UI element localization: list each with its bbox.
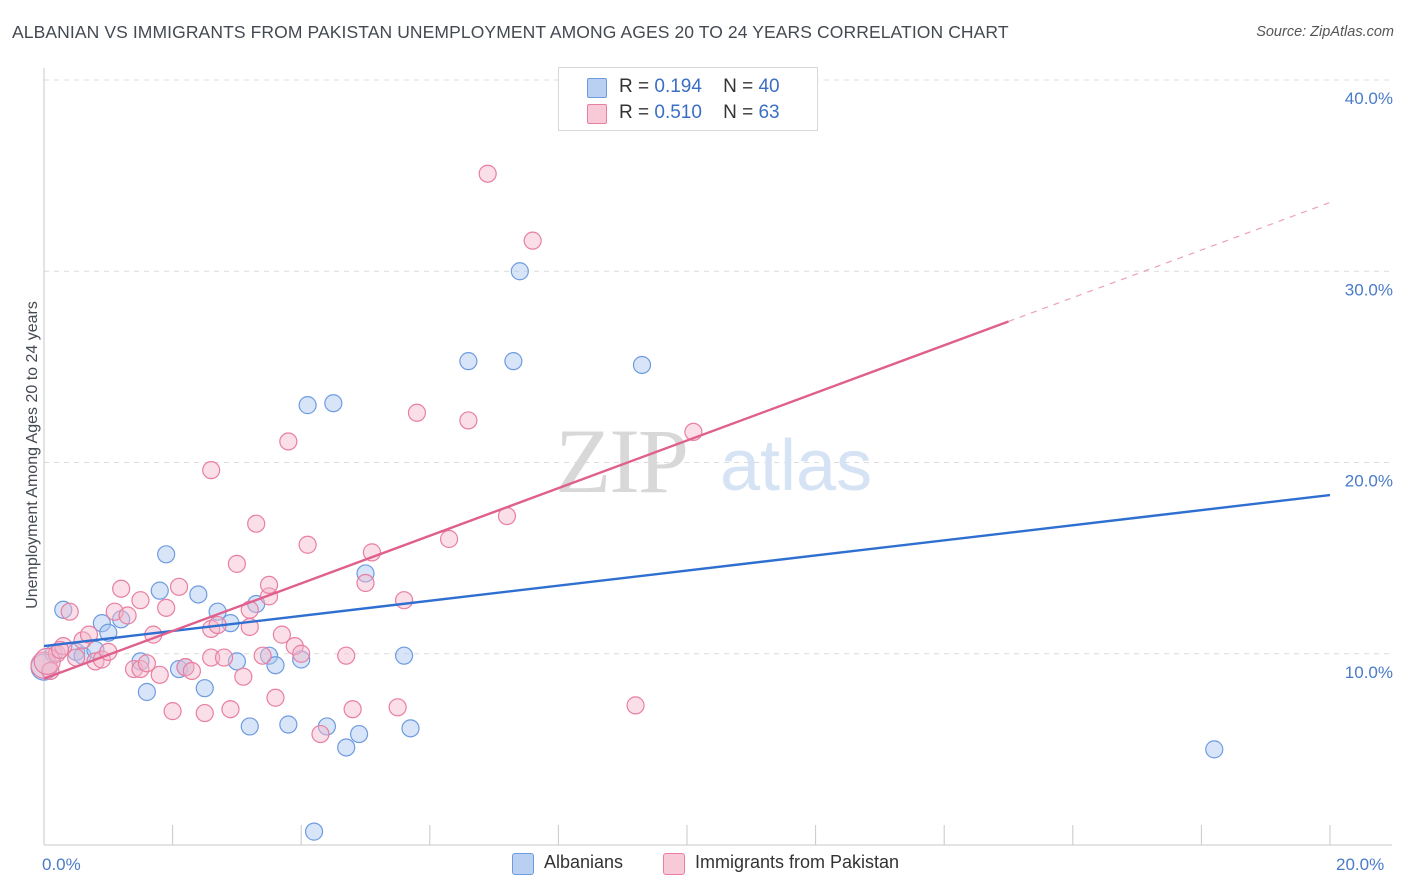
point-pakistan — [214, 648, 234, 667]
point-pakistan — [169, 577, 189, 596]
point-albanians — [298, 396, 317, 415]
point-albanians — [504, 352, 523, 371]
point-pakistan — [626, 696, 645, 715]
point-pakistan — [227, 554, 246, 573]
legend-r-value: 0.194 — [654, 76, 702, 97]
bottom-legend-swatch-albanians — [512, 853, 534, 875]
point-albanians — [394, 646, 414, 665]
point-pakistan — [150, 665, 169, 684]
point-albanians — [195, 679, 214, 698]
trend-line-pakistan-extension — [1008, 201, 1331, 323]
point-pakistan — [195, 703, 214, 723]
point-albanians — [150, 581, 169, 600]
point-albanians — [356, 564, 375, 583]
watermark-zip: ZIP — [555, 410, 687, 512]
point-pakistan — [439, 529, 459, 549]
chart-source: Source: ZipAtlas.com — [1256, 24, 1394, 40]
axes — [43, 68, 1392, 846]
point-albanians — [324, 394, 343, 413]
point-albanians — [279, 715, 298, 734]
point-pakistan — [118, 606, 137, 625]
point-pakistan — [202, 461, 221, 480]
legend-n-label: N = — [723, 76, 754, 97]
point-pakistan — [292, 644, 311, 663]
point-pakistan — [253, 646, 272, 665]
point-albanians — [459, 352, 478, 371]
point-albanians — [189, 585, 208, 604]
point-pakistan — [272, 625, 292, 644]
y-axis-label: Unemployment Among Ages 20 to 24 years — [24, 301, 41, 609]
point-pakistan — [221, 700, 240, 719]
point-albanians — [157, 545, 176, 564]
trend-line-albanians — [43, 493, 1331, 648]
point-albanians — [92, 614, 111, 633]
point-albanians — [54, 600, 73, 619]
point-pakistan — [79, 625, 99, 644]
point-albanians — [137, 682, 156, 702]
point-pakistan — [131, 591, 150, 610]
trend-line-pakistan — [43, 320, 1009, 680]
point-pakistan — [112, 579, 131, 598]
legend-n-value: 63 — [758, 102, 780, 123]
legend-r-label: R = — [619, 76, 650, 97]
point-pakistan — [298, 535, 317, 554]
point-albanians — [1205, 740, 1224, 759]
x-tick-min: 0.0% — [42, 855, 81, 874]
point-pakistan — [182, 661, 201, 681]
point-pakistan — [266, 688, 285, 707]
point-albanians — [401, 719, 420, 738]
point-albanians — [259, 646, 279, 665]
legend-n-label: N = — [723, 102, 754, 123]
point-albanians — [266, 656, 285, 675]
point-pakistan — [478, 164, 497, 183]
point-albanians — [304, 822, 324, 841]
y-tick-labels: 10.0% 20.0% 30.0% 40.0% — [1345, 89, 1393, 682]
point-pakistan — [163, 702, 182, 721]
y-tick-label-10: 10.0% — [1345, 663, 1393, 682]
point-pakistan — [343, 700, 362, 719]
chart-title: ALBANIAN VS IMMIGRANTS FROM PAKISTAN UNE… — [12, 22, 1009, 42]
point-albanians — [349, 724, 369, 744]
point-albanians — [510, 262, 529, 281]
point-pakistan — [60, 602, 79, 621]
point-pakistan — [202, 648, 221, 667]
trend-lines — [43, 201, 1331, 680]
watermark: ZIP atlas — [555, 410, 872, 512]
y-tick-label-40: 40.0% — [1345, 89, 1393, 108]
point-pakistan — [407, 403, 427, 422]
bottom-legend-swatch-pakistan — [663, 853, 685, 875]
legend-swatch-pakistan — [587, 104, 607, 124]
legend-r-value: 0.510 — [654, 102, 702, 123]
bottom-legend-label-albanians: Albanians — [544, 852, 624, 872]
point-pakistan — [523, 231, 542, 250]
y-tick-label-20: 20.0% — [1345, 472, 1393, 491]
point-pakistan — [356, 573, 375, 593]
point-albanians — [240, 717, 259, 736]
point-pakistan — [259, 575, 279, 595]
point-pakistan — [311, 724, 330, 744]
watermark-atlas: atlas — [720, 426, 872, 506]
legend-n-value: 40 — [758, 76, 780, 97]
point-pakistan — [137, 654, 156, 673]
point-albanians — [632, 355, 652, 375]
bottom-legend-label-pakistan: Immigrants from Pakistan — [695, 852, 900, 872]
point-pakistan — [388, 698, 407, 717]
x-tick-max: 20.0% — [1336, 855, 1384, 874]
point-pakistan — [234, 667, 253, 686]
point-pakistan — [157, 598, 176, 617]
data-points — [30, 164, 1224, 841]
legend-r-label: R = — [619, 102, 650, 123]
point-pakistan — [247, 514, 266, 533]
correlation-legend: R = 0.194 N = 40 R = 0.510 N = 63 — [558, 67, 818, 131]
point-pakistan — [459, 411, 478, 430]
point-pakistan — [394, 591, 414, 610]
point-pakistan — [337, 646, 356, 665]
point-albanians — [337, 738, 356, 757]
point-pakistan — [279, 432, 298, 451]
legend-swatch-albanians — [587, 78, 607, 98]
y-tick-label-30: 30.0% — [1345, 280, 1393, 299]
